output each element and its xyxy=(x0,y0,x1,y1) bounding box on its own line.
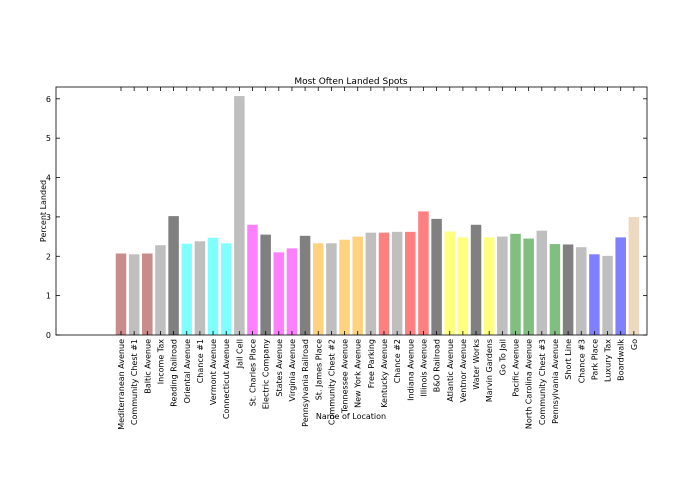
y-tick-label: 5 xyxy=(46,134,51,143)
x-tick-label: Pennsylvania Avenue xyxy=(551,339,560,424)
x-tick-label: Pacific Avenue xyxy=(512,339,521,397)
x-tick-label: Water Works xyxy=(472,339,481,390)
x-tick-label: Luxury Tax xyxy=(604,339,613,382)
x-tick-label: Virginia Avenue xyxy=(288,339,297,402)
bar xyxy=(181,243,193,335)
y-tick-label: 4 xyxy=(46,174,51,183)
x-tick-label: New York Avenue xyxy=(354,339,363,408)
x-tick-label: Chance #2 xyxy=(393,339,402,383)
y-axis-label: Percent Landed xyxy=(39,180,48,242)
x-tick-label: Park Place xyxy=(590,339,599,380)
bar xyxy=(562,244,574,335)
x-tick-label: North Carolina Avenue xyxy=(525,339,534,429)
bar xyxy=(234,96,245,335)
x-tick-label: Chance #3 xyxy=(577,339,586,383)
bar xyxy=(470,224,482,335)
bar xyxy=(378,232,390,335)
x-tick-label: Vermont Avenue xyxy=(209,339,218,405)
y-tick-label: 6 xyxy=(46,95,51,104)
x-tick-label: Connecticut Avenue xyxy=(222,339,231,419)
y-tick-label: 1 xyxy=(46,292,51,301)
bar xyxy=(602,255,613,335)
bar xyxy=(589,254,600,335)
bar xyxy=(260,234,271,335)
x-tick-label: Go xyxy=(630,339,639,350)
bar xyxy=(549,244,561,335)
bar xyxy=(391,231,403,335)
y-tick-label: 3 xyxy=(46,213,51,222)
bar xyxy=(115,253,127,335)
x-tick-label: Electric Company xyxy=(262,339,271,410)
bar xyxy=(575,247,587,335)
bar xyxy=(497,236,508,335)
x-tick-label: Jail Cell xyxy=(235,339,244,369)
x-tick-label: Indiana Avenue xyxy=(406,339,415,401)
bar xyxy=(220,243,232,335)
plot-frame xyxy=(55,86,648,336)
bar xyxy=(312,243,324,335)
x-tick-label: Baltic Avenue xyxy=(143,339,152,394)
bar xyxy=(352,236,363,335)
x-tick-label: Kentucky Avenue xyxy=(380,339,389,408)
chart-title: Most Often Landed Spots xyxy=(294,77,408,87)
x-tick-label: Community Chest #2 xyxy=(327,339,336,425)
bar xyxy=(339,239,350,335)
bar xyxy=(273,252,285,335)
x-axis-label: Name of Location xyxy=(316,412,386,421)
bar xyxy=(207,237,219,335)
bar xyxy=(418,211,429,335)
bar xyxy=(155,245,166,335)
bar xyxy=(483,237,495,335)
x-tick-label: Community Chest #1 xyxy=(130,339,139,425)
bar xyxy=(247,224,258,335)
bar xyxy=(326,243,337,335)
bar xyxy=(536,230,548,335)
x-tick-label: Tennessee Avenue xyxy=(341,339,350,414)
x-tick-label: States Avenue xyxy=(275,339,284,397)
x-tick-label: St. James Place xyxy=(314,339,323,400)
bar xyxy=(286,248,298,335)
x-tick-label: Income Tax xyxy=(156,339,165,384)
x-tick-label: Marvin Gardens xyxy=(485,339,494,402)
x-tick-label: Mediterranean Avenue xyxy=(117,339,126,430)
bar xyxy=(405,231,416,335)
bar xyxy=(128,254,140,335)
bar xyxy=(299,235,311,335)
bar xyxy=(457,237,469,335)
bar xyxy=(444,231,456,335)
y-tick-label: 0 xyxy=(46,331,51,340)
x-tick-label: Pennsylvania Railroad xyxy=(301,339,310,427)
bar xyxy=(510,233,521,335)
bar xyxy=(628,216,640,335)
bar xyxy=(168,216,179,335)
x-tick-label: Community Chest #3 xyxy=(538,339,547,425)
x-tick-label: Go To Jail xyxy=(498,339,507,375)
y-tick-label: 2 xyxy=(46,252,51,261)
x-tick-label: Short Line xyxy=(564,339,573,380)
bar xyxy=(194,241,206,335)
x-tick-label: Reading Railroad xyxy=(170,339,179,407)
bar xyxy=(142,253,153,335)
x-tick-label: Oriental Avenue xyxy=(183,339,192,403)
bar xyxy=(615,237,626,335)
x-tick-label: B&O Railroad xyxy=(433,339,442,392)
x-tick-label: St. Charles Place xyxy=(249,339,258,406)
x-tick-label: Ventnor Avenue xyxy=(459,339,468,403)
bar xyxy=(431,218,442,335)
x-tick-label: Illinois Avenue xyxy=(419,339,428,397)
x-tick-label: Free Parking xyxy=(367,339,376,388)
x-tick-label: Chance #1 xyxy=(196,339,205,383)
bar xyxy=(523,238,534,335)
bar xyxy=(365,232,377,335)
x-tick-label: Atlantic Avenue xyxy=(446,339,455,402)
x-tick-label: Boardwalk xyxy=(617,339,626,381)
